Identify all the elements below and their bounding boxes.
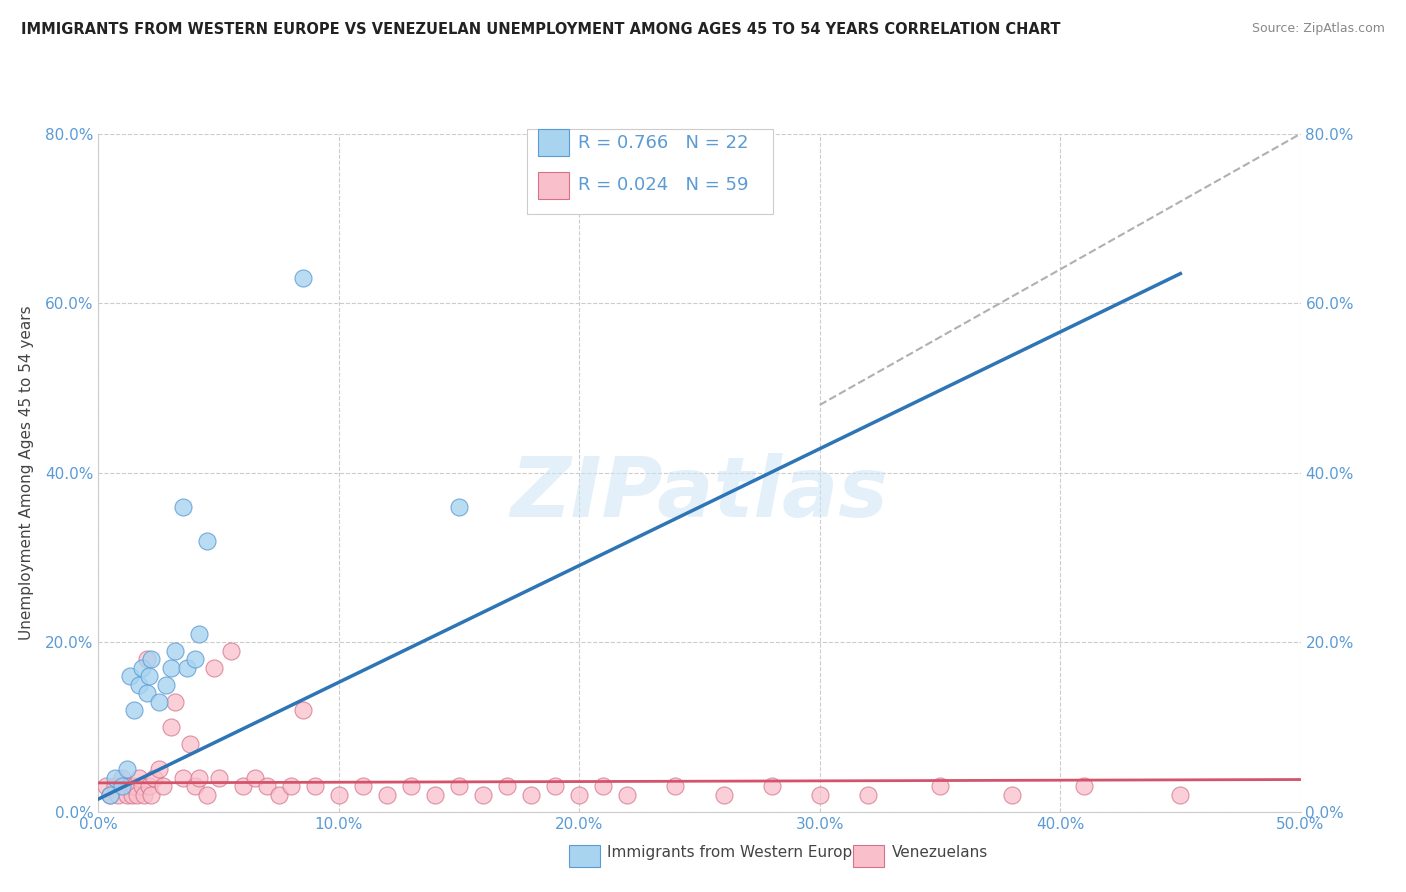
Point (291, 271, 314, 285)
Point (138, 780, 160, 794)
Point (135, 652, 157, 666)
Point (472, 788, 495, 802)
Text: Immigrants from Western Europe: Immigrants from Western Europe (607, 845, 862, 860)
Point (111, 780, 134, 794)
Text: IMMIGRANTS FROM WESTERN EUROPE VS VENEZUELAN UNEMPLOYMENT AMONG AGES 45 TO 54 YE: IMMIGRANTS FROM WESTERN EUROPE VS VENEZU… (21, 22, 1060, 37)
Point (352, 780, 374, 794)
Point (713, 788, 735, 802)
Point (128, 771, 150, 785)
Point (124, 703, 146, 717)
Point (202, 660, 225, 674)
Point (114, 780, 136, 794)
Point (124, 780, 146, 794)
Point (104, 780, 127, 794)
Point (135, 686, 157, 700)
Point (125, 788, 148, 802)
Text: ZIPatlas: ZIPatlas (510, 452, 889, 533)
Point (132, 788, 155, 802)
Point (121, 788, 143, 802)
Point (232, 780, 254, 794)
Text: Venezuelans: Venezuelans (891, 845, 987, 860)
Point (520, 788, 543, 802)
Text: R = 0.024   N = 59: R = 0.024 N = 59 (578, 176, 748, 194)
Point (188, 771, 211, 785)
Point (447, 500, 470, 514)
Point (568, 788, 591, 802)
Point (195, 788, 218, 802)
Point (808, 788, 831, 802)
Point (183, 780, 205, 794)
Point (544, 780, 567, 794)
Point (183, 652, 205, 666)
Point (243, 771, 266, 785)
Point (1170, 788, 1192, 802)
Point (496, 780, 519, 794)
Point (256, 780, 278, 794)
Point (117, 762, 139, 776)
Point (399, 780, 422, 794)
Point (141, 652, 163, 666)
Point (117, 788, 139, 802)
Point (1001, 788, 1024, 802)
Point (148, 694, 170, 708)
Point (267, 788, 290, 802)
Point (165, 644, 187, 658)
Point (165, 694, 187, 708)
Point (616, 788, 638, 802)
Point (107, 788, 129, 802)
Point (188, 626, 211, 640)
Point (423, 788, 446, 802)
Point (328, 788, 350, 802)
Point (128, 678, 150, 692)
Point (592, 780, 614, 794)
Point (94, 780, 117, 794)
Point (155, 678, 177, 692)
Point (280, 780, 302, 794)
Point (111, 771, 134, 785)
Point (141, 788, 163, 802)
Point (928, 780, 950, 794)
Point (159, 720, 181, 734)
Point (179, 737, 201, 751)
Point (118, 780, 141, 794)
Y-axis label: Unemployment Among Ages 45 to 54 years: Unemployment Among Ages 45 to 54 years (18, 305, 34, 640)
Point (375, 788, 398, 802)
Point (291, 703, 314, 717)
Point (138, 669, 160, 683)
Point (1073, 780, 1095, 794)
Point (142, 771, 165, 785)
Point (856, 788, 879, 802)
Point (172, 500, 194, 514)
Point (447, 780, 470, 794)
Point (208, 771, 231, 785)
Point (118, 669, 141, 683)
Point (152, 780, 174, 794)
Point (100, 788, 122, 802)
Point (131, 780, 153, 794)
Point (100, 788, 122, 802)
Point (159, 660, 181, 674)
Point (219, 644, 242, 658)
Text: Source: ZipAtlas.com: Source: ZipAtlas.com (1251, 22, 1385, 36)
Point (664, 780, 686, 794)
Point (761, 780, 783, 794)
Point (304, 780, 326, 794)
Point (172, 771, 194, 785)
Point (195, 533, 218, 548)
Point (148, 762, 170, 776)
Point (104, 771, 127, 785)
Point (131, 660, 153, 674)
Text: R = 0.766   N = 22: R = 0.766 N = 22 (578, 134, 748, 152)
Point (176, 660, 198, 674)
